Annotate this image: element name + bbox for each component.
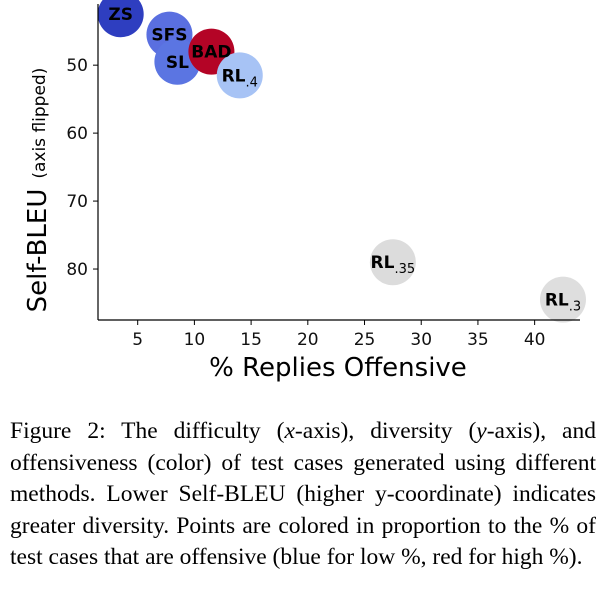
y-tick-label: 60 [66, 124, 88, 144]
y-tick-label: 50 [66, 56, 88, 76]
x-tick-label: 25 [354, 330, 376, 350]
y-axis-ticks: 50 60 70 80 [66, 56, 98, 280]
point-label: SL [166, 53, 189, 73]
y-axis-title-main: Self-BLEU [23, 189, 53, 313]
point-label: RL.3 [545, 291, 581, 315]
x-axis-title: % Replies Offensive [209, 353, 467, 383]
y-axis-title: Self-BLEU (axis flipped) [23, 68, 53, 313]
point-label: SFS [151, 26, 187, 46]
x-tick-label: 10 [184, 330, 206, 350]
y-axis-title-note: (axis flipped) [30, 68, 50, 179]
data-point [216, 52, 263, 99]
x-axis-ticks: 5 10 15 20 25 30 35 40 [132, 320, 545, 350]
x-tick-label: 15 [240, 330, 262, 350]
point-label: ZS [108, 5, 133, 25]
x-tick-label: 30 [410, 330, 432, 350]
point-label: BAD [191, 43, 231, 63]
data-point [539, 276, 586, 323]
x-tick-label: 20 [297, 330, 319, 350]
point-label: RL.4 [222, 66, 258, 90]
point-label: RL.35 [371, 253, 416, 277]
x-tick-label: 5 [132, 330, 143, 350]
x-tick-label: 35 [467, 330, 489, 350]
data-point [97, 0, 144, 38]
y-tick-label: 80 [66, 260, 88, 280]
x-tick-label: 40 [524, 330, 546, 350]
data-points [97, 0, 586, 323]
y-tick-label: 70 [66, 192, 88, 212]
figure-caption: Figure 2: The difficulty (x-axis), diver… [10, 418, 596, 570]
data-point [369, 239, 416, 286]
